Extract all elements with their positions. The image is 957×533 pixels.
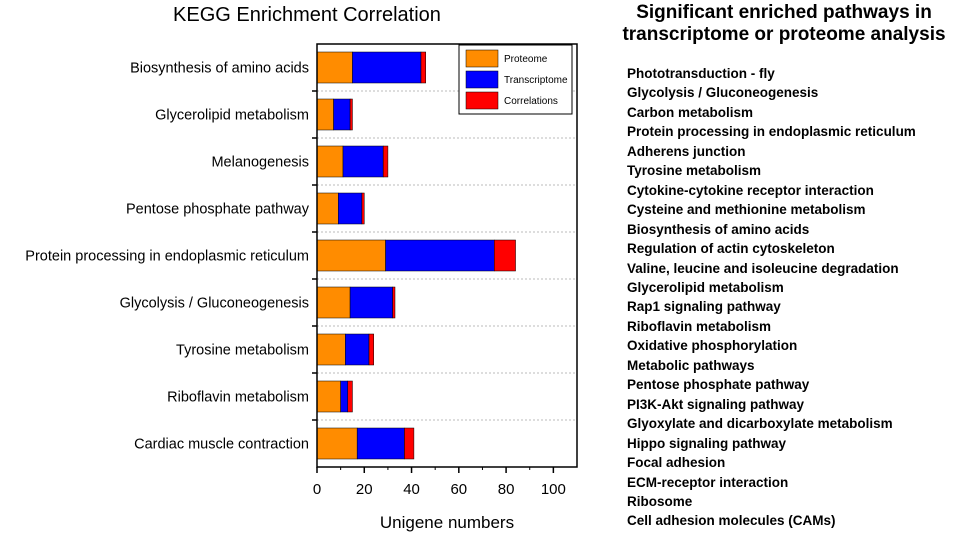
- bar-proteome: [316, 145, 344, 178]
- pathway-item: Riboflavin metabolism: [627, 318, 772, 334]
- pathway-item: Hippo signaling pathway: [627, 435, 787, 451]
- bar-proteome: [316, 192, 339, 225]
- legend-label: Correlations: [504, 96, 558, 107]
- bar-correlations: [404, 427, 415, 460]
- bar-correlations: [494, 239, 516, 272]
- row-separators: [317, 90, 577, 421]
- category-label: Pentose phosphate pathway: [126, 202, 310, 218]
- pathway-item: ECM-receptor interaction: [627, 474, 789, 490]
- pathway-item: Tyrosine metabolism: [627, 163, 762, 179]
- category-label: Melanogenesis: [211, 155, 309, 171]
- pathway-item: Valine, leucine and isoleucine degradati…: [627, 260, 899, 276]
- bar-correlations: [382, 145, 389, 178]
- bar-correlations: [392, 286, 396, 319]
- bar-transcriptome: [340, 380, 348, 413]
- pathway-item: Ribosome: [627, 493, 693, 509]
- bar-transcriptome: [342, 145, 384, 178]
- category-label: Cardiac muscle contraction: [134, 437, 309, 453]
- bar-correlations: [368, 333, 374, 366]
- x-tick-label: 100: [541, 481, 566, 498]
- x-axis-label: Unigene numbers: [380, 513, 514, 532]
- pathway-item: Focal adhesion: [627, 455, 726, 471]
- pathway-item: Regulation of actin cytoskeleton: [627, 241, 835, 257]
- bar-transcriptome: [385, 239, 495, 272]
- pathway-list: Phototransduction - fly Glycolysis / Gluc…: [627, 64, 916, 531]
- pathway-item: Biosynthesis of amino acids: [627, 221, 810, 237]
- pathway-item: Metabolic pathways: [627, 357, 755, 373]
- bar-correlations: [361, 192, 365, 225]
- x-tick-label: 0: [313, 481, 321, 498]
- kegg-bar-chart: KEGG Enrichment Correlation Biosynthesis…: [25, 4, 578, 532]
- legend: Proteome Transcriptome Correlations: [458, 44, 573, 115]
- bar-proteome: [316, 333, 346, 366]
- significant-pathways-panel: Significant enriched pathways in transcr…: [608, 0, 957, 533]
- bar-proteome: [316, 98, 334, 131]
- bar-correlations: [349, 98, 353, 131]
- category-label: Protein processing in endoplasmic reticu…: [25, 249, 309, 265]
- pathway-item: Protein processing in endoplasmic reticu…: [627, 124, 916, 140]
- bar-transcriptome: [356, 427, 405, 460]
- bar-correlations: [347, 380, 353, 413]
- category-labels: Biosynthesis of amino acids Glycerolipid …: [25, 61, 309, 453]
- pathway-item: Glycerolipid metabolism: [627, 279, 784, 295]
- bar-transcriptome: [338, 192, 363, 225]
- legend-swatch: [465, 70, 499, 89]
- pathway-item: Pentose phosphate pathway: [627, 377, 810, 393]
- pathway-item: Cytokine-cytokine receptor interaction: [627, 182, 874, 198]
- plot-frame: [316, 43, 578, 468]
- x-tick-label: 20: [356, 481, 373, 498]
- pathway-item: Rap1 signaling pathway: [627, 299, 781, 315]
- pathway-item: Cell adhesion molecules (CAMs): [627, 513, 836, 529]
- pathway-item: Glycolysis / Gluconeogenesis: [627, 85, 819, 101]
- x-tick-label: 80: [498, 481, 515, 498]
- bar-transcriptome: [333, 98, 351, 131]
- pathway-item: Oxidative phosphorylation: [627, 338, 798, 354]
- bar-proteome: [316, 51, 353, 84]
- legend-swatch: [465, 49, 499, 68]
- panel-title: Significant enriched pathways in transcr…: [622, 2, 946, 45]
- bar-transcriptome: [345, 333, 370, 366]
- bar-proteome: [316, 427, 358, 460]
- legend-label: Proteome: [504, 54, 548, 65]
- bars: [316, 51, 516, 460]
- category-label: Glycolysis / Gluconeogenesis: [120, 296, 309, 312]
- bar-correlations: [420, 51, 426, 84]
- category-label: Biosynthesis of amino acids: [130, 61, 309, 77]
- pathway-item: PI3K-Akt signaling pathway: [627, 396, 805, 412]
- category-label: Riboflavin metabolism: [167, 390, 309, 406]
- pathway-item: Adherens junction: [627, 143, 746, 159]
- bar-proteome: [316, 380, 341, 413]
- legend-swatch: [465, 91, 499, 110]
- category-label: Glycerolipid metabolism: [155, 108, 309, 124]
- bar-transcriptome: [352, 51, 422, 84]
- x-axis: 0 20 40 60 80 100: [312, 90, 566, 498]
- bar-proteome: [316, 239, 386, 272]
- bar-proteome: [316, 286, 351, 319]
- pathway-item: Phototransduction - fly: [627, 66, 775, 81]
- pathway-item: Glyoxylate and dicarboxylate metabolism: [627, 416, 893, 432]
- category-label: Tyrosine metabolism: [176, 343, 309, 359]
- x-tick-label: 60: [450, 481, 467, 498]
- pathway-item: Cysteine and methionine metabolism: [627, 202, 866, 218]
- pathway-item: Carbon metabolism: [627, 104, 754, 120]
- x-tick-label: 40: [403, 481, 420, 498]
- bar-transcriptome: [349, 286, 393, 319]
- chart-title: KEGG Enrichment Correlation: [173, 4, 441, 26]
- legend-label: Transcriptome: [504, 75, 568, 86]
